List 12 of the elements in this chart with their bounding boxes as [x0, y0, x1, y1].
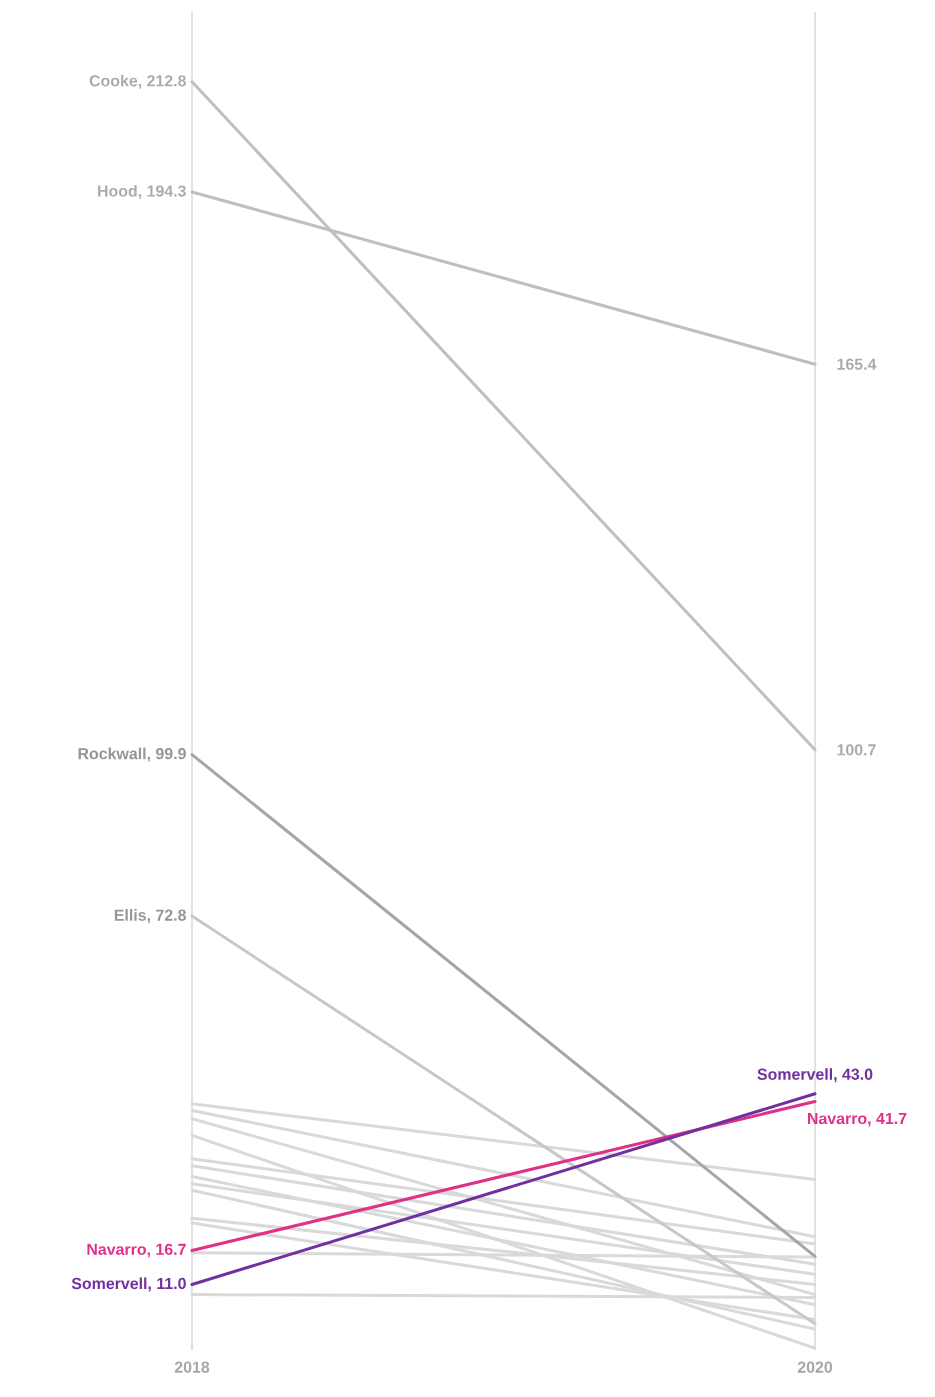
data-label: Navarro, 16.7: [87, 1243, 186, 1258]
data-label: Rockwall, 99.9: [78, 747, 186, 762]
data-label: Somervell, 43.0: [757, 1068, 873, 1083]
data-label: 100.7: [837, 744, 876, 756]
data-label: Ellis, 72.8: [114, 909, 186, 924]
data-label: Somervell, 11.0: [71, 1277, 186, 1292]
data-label: Navarro, 41.7: [808, 1112, 907, 1127]
data-label: Cooke, 212.8: [89, 74, 186, 89]
x-tick-label: 2018: [174, 1361, 210, 1373]
data-label: 165.4: [837, 358, 877, 370]
x-tick-label: 2020: [797, 1361, 833, 1373]
data-label: Hood, 194.3: [98, 184, 186, 199]
